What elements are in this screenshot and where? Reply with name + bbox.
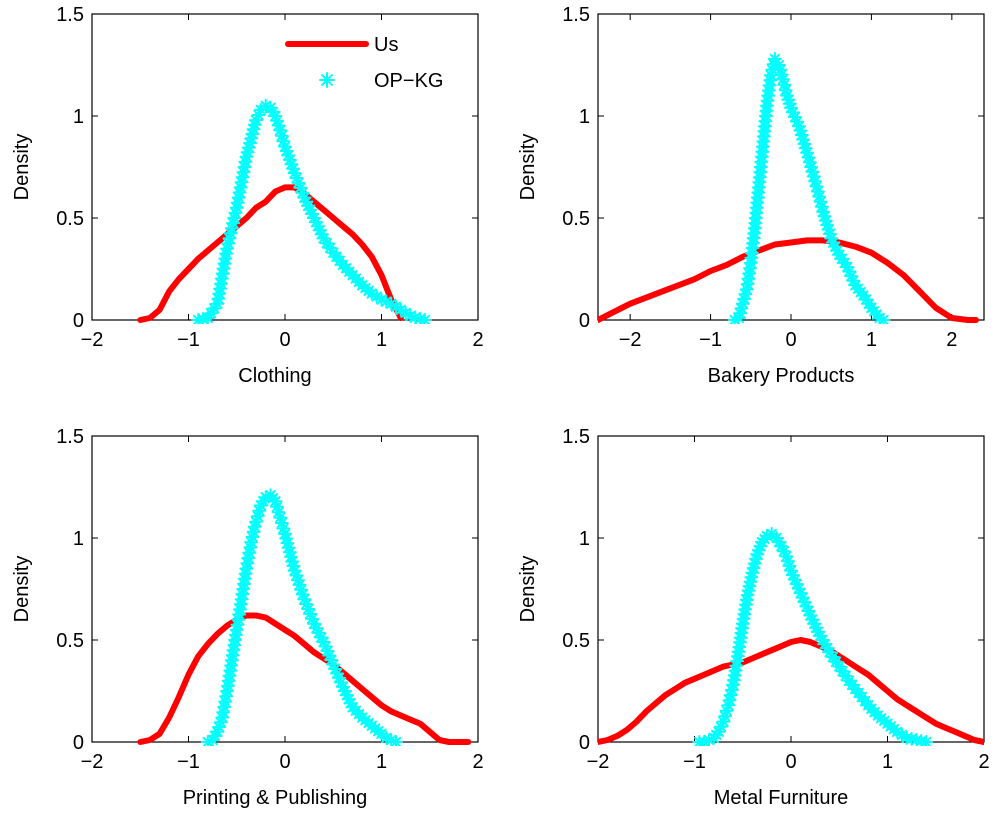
x-tick-label: 2 <box>946 329 957 351</box>
x-tick-label: 2 <box>472 751 483 773</box>
data-point-opkg <box>738 287 753 302</box>
x-tick-label: 1 <box>882 751 893 773</box>
plot-area <box>137 98 432 324</box>
x-tick-label: −2 <box>619 329 642 351</box>
x-tick-label: 2 <box>978 751 989 773</box>
y-tick-label: 0 <box>73 732 84 754</box>
x-tick-label: −1 <box>177 751 200 773</box>
data-point-opkg <box>389 735 403 746</box>
y-tick-label: 0.5 <box>56 208 84 230</box>
axes-frame <box>91 13 479 321</box>
data-point-opkg <box>919 735 934 746</box>
y-tick-label: 1 <box>73 106 84 128</box>
x-tick-label: 0 <box>785 751 796 773</box>
data-point-opkg <box>322 648 337 663</box>
legend-label-opkg: OP−KG <box>374 70 443 92</box>
data-point-opkg <box>788 110 802 124</box>
data-point-opkg <box>241 140 256 155</box>
y-tick-label: 1.5 <box>56 426 84 448</box>
chart-panel-3: −2 −1 0 1 2 0 0.5 1 1.5 Printing & Publishing Dens… <box>11 426 484 809</box>
x-tick-label: 1 <box>866 329 877 351</box>
series-line-us <box>137 612 472 745</box>
x-tick-label: 0 <box>785 329 796 351</box>
chart-panel-4: −2 −1 0 1 2 0 0.5 1 1.5 Metal Furniture Density <box>517 426 990 809</box>
plot-area <box>137 488 472 746</box>
y-tick-label: 0 <box>579 732 590 754</box>
y-tick-label: 1.5 <box>562 426 590 448</box>
x-tick-label: 1 <box>376 329 387 351</box>
chart-panel-2: −2 −1 0 1 2 0 0.5 1 1.5 Bakery Products Density <box>517 4 985 387</box>
x-tick-label: −2 <box>81 751 104 773</box>
axes-frame <box>597 13 985 321</box>
data-point-opkg <box>316 635 331 649</box>
data-point-opkg <box>876 313 891 324</box>
x-axis-label: Bakery Products <box>708 365 855 387</box>
x-tick-label: 0 <box>279 751 290 773</box>
data-point-opkg <box>224 221 239 236</box>
x-tick-label: −1 <box>683 751 706 773</box>
data-point-opkg <box>274 128 289 143</box>
series-markers-opkg <box>191 98 432 324</box>
y-tick-label: 1.5 <box>562 4 590 26</box>
data-point-opkg <box>811 624 825 639</box>
series-markers-opkg <box>727 51 891 324</box>
y-tick-label: 0.5 <box>562 208 590 230</box>
data-point-opkg <box>417 313 432 324</box>
series-markers-opkg <box>200 488 403 746</box>
x-tick-label: −2 <box>81 329 104 351</box>
series-line-us <box>598 237 979 323</box>
x-axis-label: Metal Furniture <box>714 787 849 809</box>
y-tick-label: 1.5 <box>56 4 84 26</box>
y-tick-label: 0 <box>73 310 84 332</box>
y-axis-label: Density <box>517 134 539 201</box>
x-tick-label: 0 <box>279 329 290 351</box>
y-axis-label: Density <box>11 134 33 201</box>
x-tick-label: −2 <box>587 751 610 773</box>
axes-frame <box>91 435 479 743</box>
series-markers-opkg <box>692 526 934 746</box>
y-axis-label: Density <box>517 556 539 623</box>
y-tick-label: 0.5 <box>56 630 84 652</box>
x-tick-label: −1 <box>177 329 200 351</box>
y-tick-label: 0 <box>579 310 590 332</box>
legend-swatch-opkg <box>319 72 335 88</box>
plot-area <box>598 526 984 746</box>
plot-area <box>598 51 979 324</box>
x-tick-label: 2 <box>472 329 483 351</box>
y-tick-label: 1 <box>73 528 84 550</box>
y-tick-label: 1 <box>579 106 590 128</box>
legend-label-us: Us <box>374 34 398 56</box>
y-tick-label: 0.5 <box>562 630 590 652</box>
data-point-opkg <box>814 199 829 214</box>
axes-frame <box>597 435 985 743</box>
y-tick-label: 1 <box>579 528 590 550</box>
data-point-opkg <box>840 260 855 274</box>
y-axis-label: Density <box>11 556 33 623</box>
legend: Us OP−KG <box>285 34 443 92</box>
data-point-opkg <box>791 581 806 596</box>
x-axis-label: Clothing <box>238 365 311 387</box>
series-line-us <box>137 184 404 323</box>
chart-panel-1: −2 −1 0 1 2 0 0.5 1 1.5 Clothing Density <box>11 4 484 387</box>
series-line-us <box>598 637 984 745</box>
x-axis-label: Printing & Publishing <box>183 787 368 809</box>
x-tick-label: 1 <box>376 751 387 773</box>
x-tick-label: −1 <box>699 329 722 351</box>
